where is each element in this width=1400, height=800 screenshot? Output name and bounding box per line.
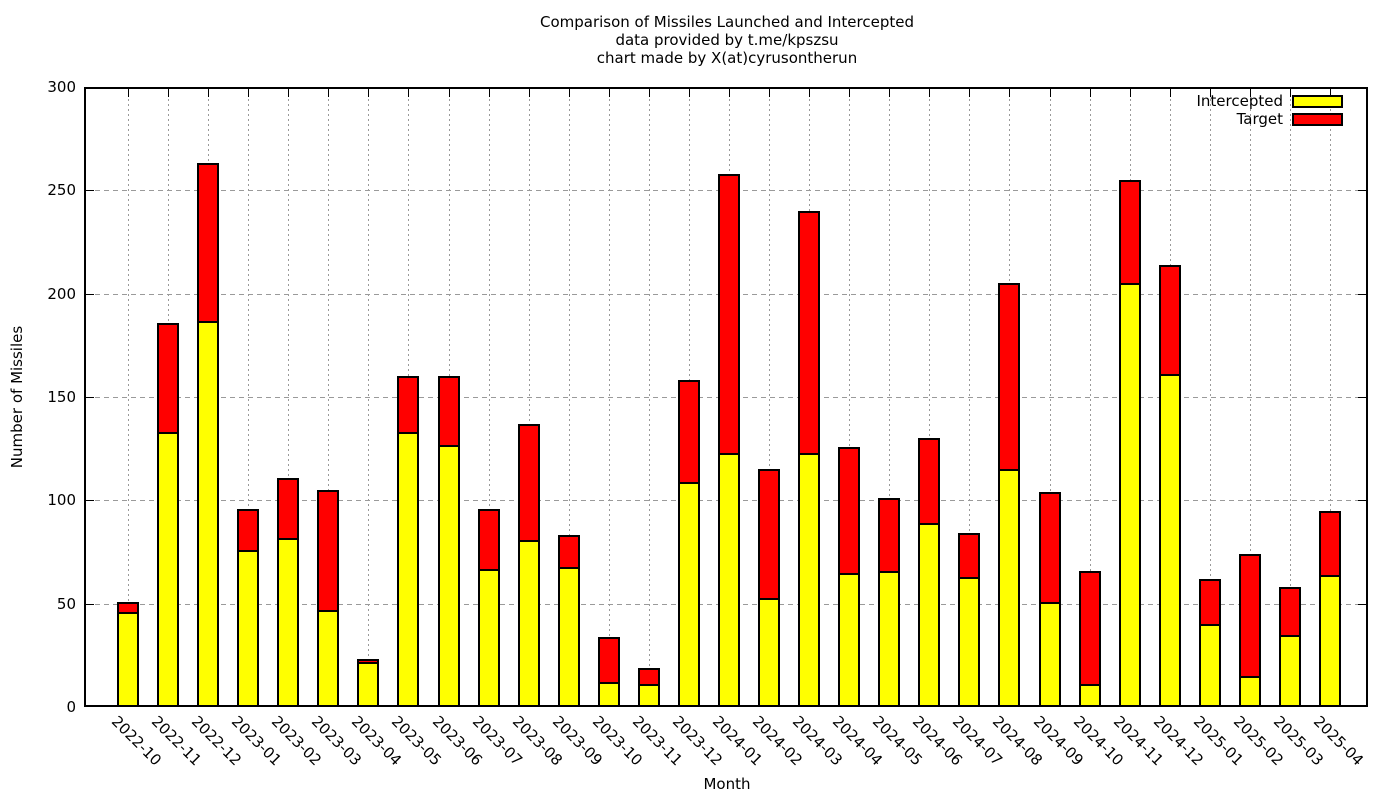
x-tick-mark [969,89,971,97]
bar-target-segment-2024-01 [718,173,740,455]
bar-target-segment-2022-11 [157,322,180,435]
x-tick-mark [769,89,771,97]
legend-label-target: Target [1236,110,1283,128]
bar-target-segment-2024-09 [1038,492,1061,604]
x-tick-mark [648,89,650,97]
y-tick-mark [86,603,94,605]
x-tick-mark [1129,89,1131,97]
bar-target-segment-2025-02 [1238,554,1261,679]
chart-title: Comparison of Missiles Launched and Inte… [54,13,1400,67]
x-tick-mark [328,89,330,97]
y-tick-label: 200 [47,284,76,303]
bar-target-segment-2023-06 [437,376,460,447]
bar-target-segment-2023-03 [317,490,340,612]
x-tick-mark [1330,89,1331,97]
bar-target-segment-2024-04 [838,446,861,575]
x-tick-mark [448,89,450,97]
x-tick-mark [1089,89,1091,97]
x-tick-mark [729,89,730,97]
bar-target-segment-2023-04 [357,659,380,664]
bar-target-segment-2023-11 [637,667,660,687]
bar-target-segment-2023-09 [557,535,580,569]
y-tick-mark [1358,603,1366,605]
x-tick-mark [608,89,610,97]
bar-target-segment-2025-03 [1278,587,1301,637]
y-tick-mark [1358,293,1366,295]
x-tick-mark [688,89,690,97]
chart-title-line-1: Comparison of Missiles Launched and Inte… [539,13,915,31]
legend-label-intercepted: Intercepted [1196,92,1283,110]
bar-target-segment-2024-06 [918,438,941,526]
bar-target-segment-2024-10 [1078,570,1101,687]
y-tick-label: 50 [56,594,76,613]
x-tick-mark [488,89,490,97]
y-tick-mark [86,500,94,502]
bar-target-segment-2024-07 [958,533,981,579]
y-tick-mark [86,293,94,295]
x-tick-mark [1209,89,1211,97]
x-tick-mark [528,89,530,97]
x-tick-mark [288,89,290,97]
y-tick-label: 100 [47,491,76,510]
x-tick-mark [248,89,250,97]
bar-target-segment-2023-02 [277,477,300,540]
x-tick-mark [929,89,931,97]
bar-target-segment-2024-08 [998,283,1021,472]
x-tick-mark [1009,89,1011,97]
x-axis-label: Month [703,775,751,793]
bar-target-segment-2024-05 [878,498,901,573]
plot-border [84,87,1368,707]
bar-target-segment-2023-10 [597,636,620,685]
bar-target-segment-2025-01 [1198,578,1221,627]
x-tick-mark [208,89,210,97]
x-tick-mark [1169,89,1171,97]
x-tick-mark [1289,89,1291,97]
y-tick-label: 300 [47,78,76,96]
legend-item-intercepted: Intercepted [1196,92,1343,110]
y-tick-mark [1358,397,1366,398]
y-axis-label: Number of Missiles [8,325,26,469]
bar-target-segment-2023-01 [237,508,260,552]
bar-target-segment-2023-07 [477,508,500,571]
y-tick-label: 150 [47,388,76,406]
y-tick-mark [1358,500,1366,502]
x-tick-mark [568,89,570,97]
bar-target-segment-2024-12 [1158,264,1181,377]
x-tick-mark [128,89,129,97]
x-tick-mark [408,89,410,97]
bar-target-segment-2024-02 [758,469,781,600]
chart-title-line-3: chart made by X(at)cyrusontherun [596,49,858,67]
bar-target-segment-2025-04 [1319,510,1341,577]
legend-swatch-target [1292,112,1343,126]
bar-target-segment-2023-12 [677,380,700,484]
x-tick-mark [809,89,811,97]
x-tick-mark [168,89,170,97]
legend: Intercepted Target [1196,92,1343,128]
x-tick-mark [889,89,891,97]
x-tick-mark [368,89,370,97]
x-tick-mark [849,89,851,97]
y-tick-mark [1358,190,1366,192]
bar-target-segment-2022-12 [197,163,220,323]
legend-item-target: Target [1196,110,1343,128]
y-tick-mark [86,397,94,398]
y-tick-label: 250 [47,181,76,200]
chart-title-line-2: data provided by t.me/kpszsu [615,31,839,49]
y-tick-label: 0 [66,698,76,716]
x-tick-mark [1249,89,1251,97]
bar-target-segment-2023-08 [517,423,540,542]
y-tick-mark [86,190,94,192]
legend-swatch-intercepted [1292,94,1343,108]
x-tick-mark [1049,89,1051,97]
bar-target-segment-2022-10 [117,601,139,614]
bar-target-segment-2024-03 [798,211,821,455]
bar-target-segment-2024-11 [1118,180,1141,286]
bar-target-segment-2023-05 [397,376,420,435]
